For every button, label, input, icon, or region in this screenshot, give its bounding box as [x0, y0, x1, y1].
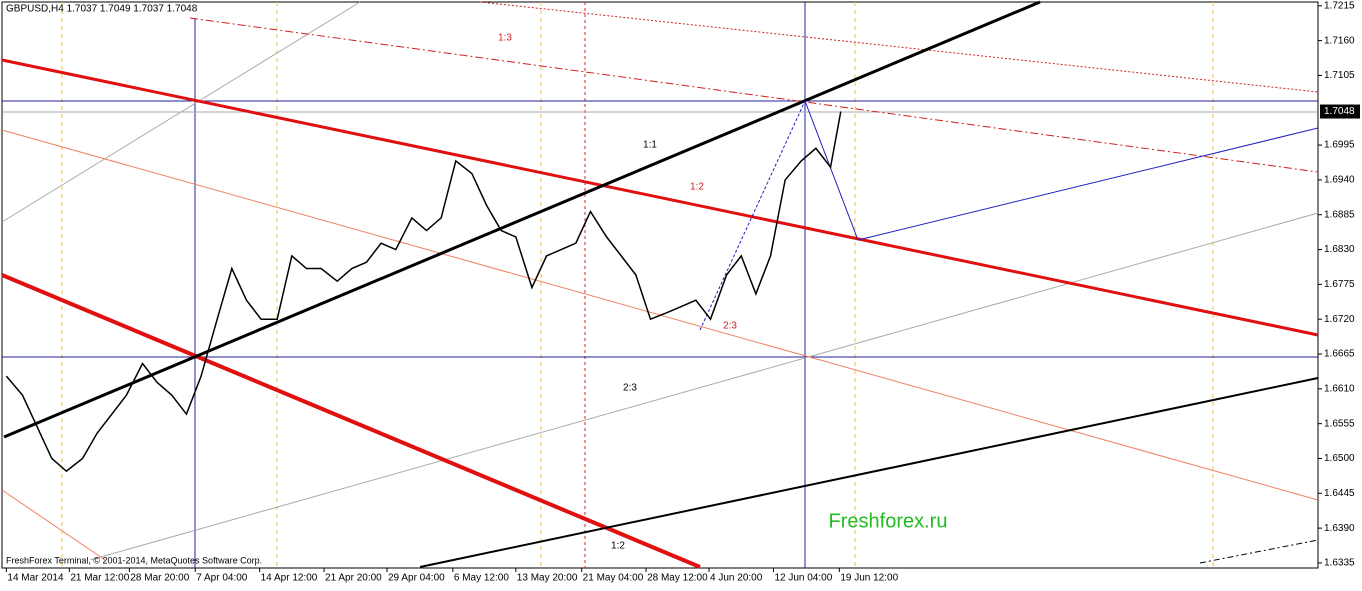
y-tick-label: 1.6775: [1324, 279, 1355, 290]
blue-line: [699, 100, 806, 331]
y-tick-label: 1.6445: [1324, 488, 1355, 499]
drawings: [1, 0, 1319, 569]
y-tick-label: 1.6940: [1324, 175, 1355, 186]
watermark: Freshforex.ru: [829, 510, 948, 532]
annotation: 2:3: [623, 383, 637, 394]
annotation: 1:2: [611, 541, 625, 552]
y-tick-label: 1.6995: [1324, 140, 1355, 151]
x-tick-label: 7 Apr 04:00: [196, 573, 248, 584]
trendline: [1, 489, 106, 561]
trendline: [419, 377, 1319, 568]
last-price-box: [1320, 104, 1360, 119]
price-line: [5, 111, 842, 473]
plot-area: [1, 1, 1319, 569]
x-tick-label: 12 Jun 04:00: [774, 573, 832, 584]
trendline: [1, 1, 361, 223]
y-tick-label: 1.6555: [1324, 418, 1355, 429]
x-tick-label: 13 May 20:00: [517, 573, 578, 584]
x-tick-label: 29 Apr 04:00: [388, 573, 445, 584]
trendline: [1, 273, 701, 569]
y-tick-label: 1.6665: [1324, 349, 1355, 360]
annotation: 1:2: [690, 182, 704, 193]
annotation: 2:3: [723, 321, 737, 332]
y-tick-label: 1.6500: [1324, 453, 1355, 464]
y-tick-label: 1.6335: [1324, 558, 1355, 569]
y-tick-label: 1.7160: [1324, 35, 1355, 46]
y-tick-label: 1.6720: [1324, 314, 1355, 325]
x-tick-label: 14 Apr 12:00: [261, 573, 318, 584]
fan-line: [479, 1, 1319, 93]
x-tick-label: 28 May 12:00: [647, 573, 708, 584]
trendline: [3, 0, 1041, 439]
y-tick-label: 1.6610: [1324, 383, 1355, 394]
fan-line: [189, 17, 1319, 173]
x-tick-label: 21 Apr 20:00: [325, 573, 382, 584]
trendline: [1, 58, 1319, 337]
x-tick-label: 14 Mar 2014: [7, 573, 64, 584]
y-tick-label: 1.6390: [1324, 523, 1355, 534]
y-tick-label: 1.7105: [1324, 70, 1355, 81]
x-tick-label: 4 Jun 20:00: [710, 573, 763, 584]
annotation: 1:1: [643, 140, 657, 151]
x-tick-label: 21 May 04:00: [583, 573, 644, 584]
y-tick-label: 1.6830: [1324, 244, 1355, 255]
trendline: [89, 212, 1319, 561]
x-tick-label: 21 Mar 12:00: [70, 573, 129, 584]
x-tick-label: 28 Mar 20:00: [130, 573, 189, 584]
annotation: 1:3: [498, 33, 512, 44]
y-tick-label: 1.7215: [1324, 0, 1355, 11]
blue-line: [804, 100, 1319, 241]
footer: FreshForex Terminal, © 2001-2014, MetaQu…: [6, 555, 262, 565]
trendline: [1199, 539, 1319, 564]
last-price-label: 1.7048: [1324, 106, 1355, 117]
x-tick-label: 19 Jun 12:00: [840, 573, 898, 584]
x-tick-label: 6 May 12:00: [454, 573, 509, 584]
chart-title: GBPUSD,H4 1.7037 1.7049 1.7037 1.7048: [6, 4, 198, 15]
y-tick-label: 1.6885: [1324, 209, 1355, 220]
